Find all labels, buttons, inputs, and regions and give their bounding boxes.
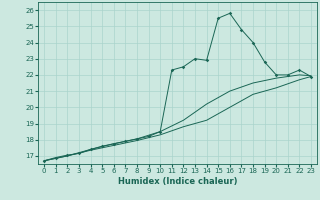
X-axis label: Humidex (Indice chaleur): Humidex (Indice chaleur) [118, 177, 237, 186]
